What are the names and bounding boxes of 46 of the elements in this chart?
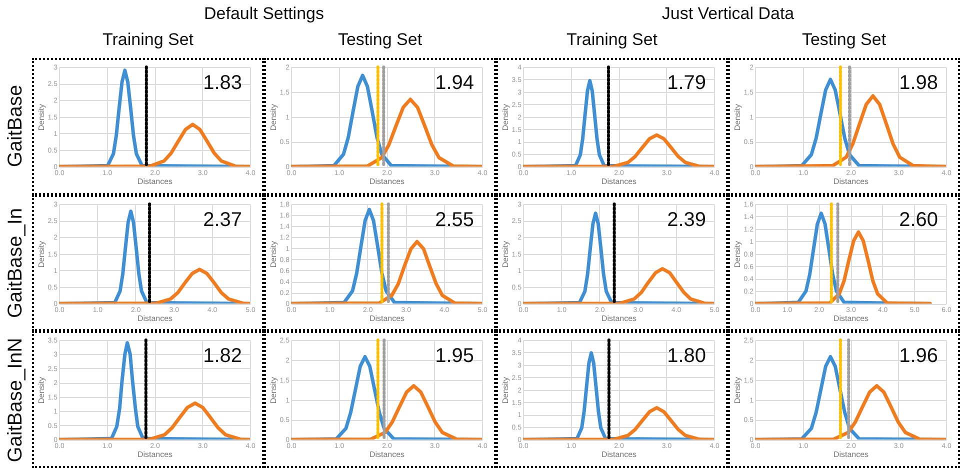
y-axis-title: Density xyxy=(268,104,278,131)
x-axis-title: Distances xyxy=(137,450,173,460)
annotation: 1.95 xyxy=(435,345,474,368)
y-axis-title: Density xyxy=(268,377,278,404)
y-axis-title: Density xyxy=(36,377,46,404)
annotation: 2.55 xyxy=(435,208,474,231)
y-axis-title: Density xyxy=(268,240,278,268)
x-axis-title: Distances xyxy=(369,314,405,323)
y-axis-title: Density xyxy=(732,104,742,131)
x-axis-title: Distances xyxy=(601,177,637,186)
x-axis-title: Distances xyxy=(833,450,869,460)
annotation: 2.60 xyxy=(899,208,938,231)
y-axis-title: Density xyxy=(36,104,46,131)
line-series xyxy=(755,230,932,304)
x-axis-title: Distances xyxy=(369,177,405,186)
text: GaitBase_InN xyxy=(4,336,27,464)
annotation: 1.96 xyxy=(899,345,938,368)
x-axis-title: Distances xyxy=(137,314,173,323)
text: Testing Set xyxy=(336,30,424,50)
x-axis-title: Distances xyxy=(833,314,869,323)
annotation: 1.94 xyxy=(435,72,474,94)
x-axis-title: Distances xyxy=(601,450,637,460)
annotation: 1.80 xyxy=(667,345,706,368)
y-axis-title: Density xyxy=(500,104,510,131)
annotation: 2.39 xyxy=(667,208,706,231)
annotation: 1.98 xyxy=(899,72,938,94)
text: Default Settings xyxy=(202,4,325,24)
text: GaitBase_In xyxy=(4,206,27,320)
text: Testing Set xyxy=(800,30,888,50)
x-axis-title: Distances xyxy=(137,177,173,186)
y-axis-title: Density xyxy=(732,240,742,268)
text: Training Set xyxy=(101,30,195,50)
text: Just Vertical Data xyxy=(660,4,796,24)
y-axis-title: Density xyxy=(500,377,510,404)
y-axis-title: Density xyxy=(732,377,742,404)
y-axis-title: Density xyxy=(36,240,46,268)
x-axis-title: Distances xyxy=(833,177,869,186)
text: Training Set xyxy=(565,30,659,50)
annotation: 1.83 xyxy=(203,72,242,94)
x-axis-title: Distances xyxy=(601,314,637,323)
annotation: 1.82 xyxy=(203,345,242,368)
text: GaitBase xyxy=(4,84,27,170)
annotation: 2.37 xyxy=(203,208,242,231)
x-axis-title: Distances xyxy=(369,450,405,460)
y-axis-title: Density xyxy=(500,240,510,268)
annotation: 1.79 xyxy=(667,72,706,94)
